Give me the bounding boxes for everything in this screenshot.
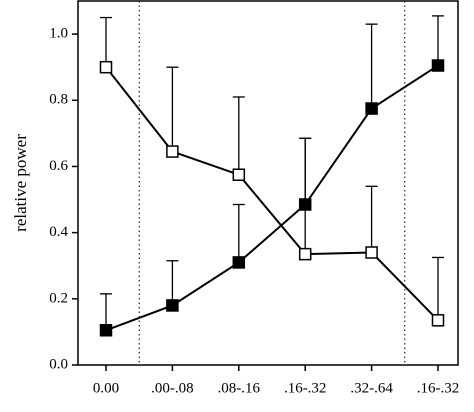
error-bar: [432, 15, 444, 66]
y-tick-label: 1.0: [49, 26, 68, 42]
x-tick-label: .16-.32: [417, 380, 460, 396]
marker: [431, 314, 445, 327]
marker: [365, 102, 378, 115]
marker: [99, 60, 113, 74]
marker: [166, 299, 179, 312]
marker: [298, 198, 312, 211]
y-axis-label: relative power: [11, 134, 30, 232]
marker: [232, 256, 246, 269]
error-bar: [166, 66, 179, 152]
series-line: [105, 64, 439, 332]
x-tick-label: .00-.08: [151, 380, 194, 396]
marker: [99, 324, 113, 337]
marker: [431, 59, 445, 72]
marker: [166, 145, 179, 158]
y-tick-label: 0.4: [49, 224, 68, 240]
error-bar: [365, 23, 378, 109]
x-tick-label: .16-.32: [284, 380, 327, 396]
y-tick-label: 0.6: [49, 158, 68, 174]
y-tick-label: 0.0: [49, 356, 68, 372]
plot-frame: [77, 0, 459, 366]
error-bar: [232, 96, 245, 175]
x-tick-label: .32-.64: [350, 380, 393, 396]
x-tick-label: 0.00: [93, 380, 119, 396]
error-bar: [232, 203, 245, 263]
y-tick-label: 0.2: [49, 290, 68, 306]
error-bar: [166, 260, 179, 306]
error-bar: [100, 16, 112, 68]
marker: [232, 168, 246, 181]
marker: [298, 247, 312, 261]
x-tick-label: .08-.16: [218, 380, 261, 396]
marker: [365, 246, 378, 259]
y-tick-label: 0.8: [49, 92, 68, 108]
error-bar: [299, 137, 312, 205]
series-line: [105, 66, 439, 322]
error-bar: [365, 185, 378, 253]
error-bar: [432, 256, 444, 321]
